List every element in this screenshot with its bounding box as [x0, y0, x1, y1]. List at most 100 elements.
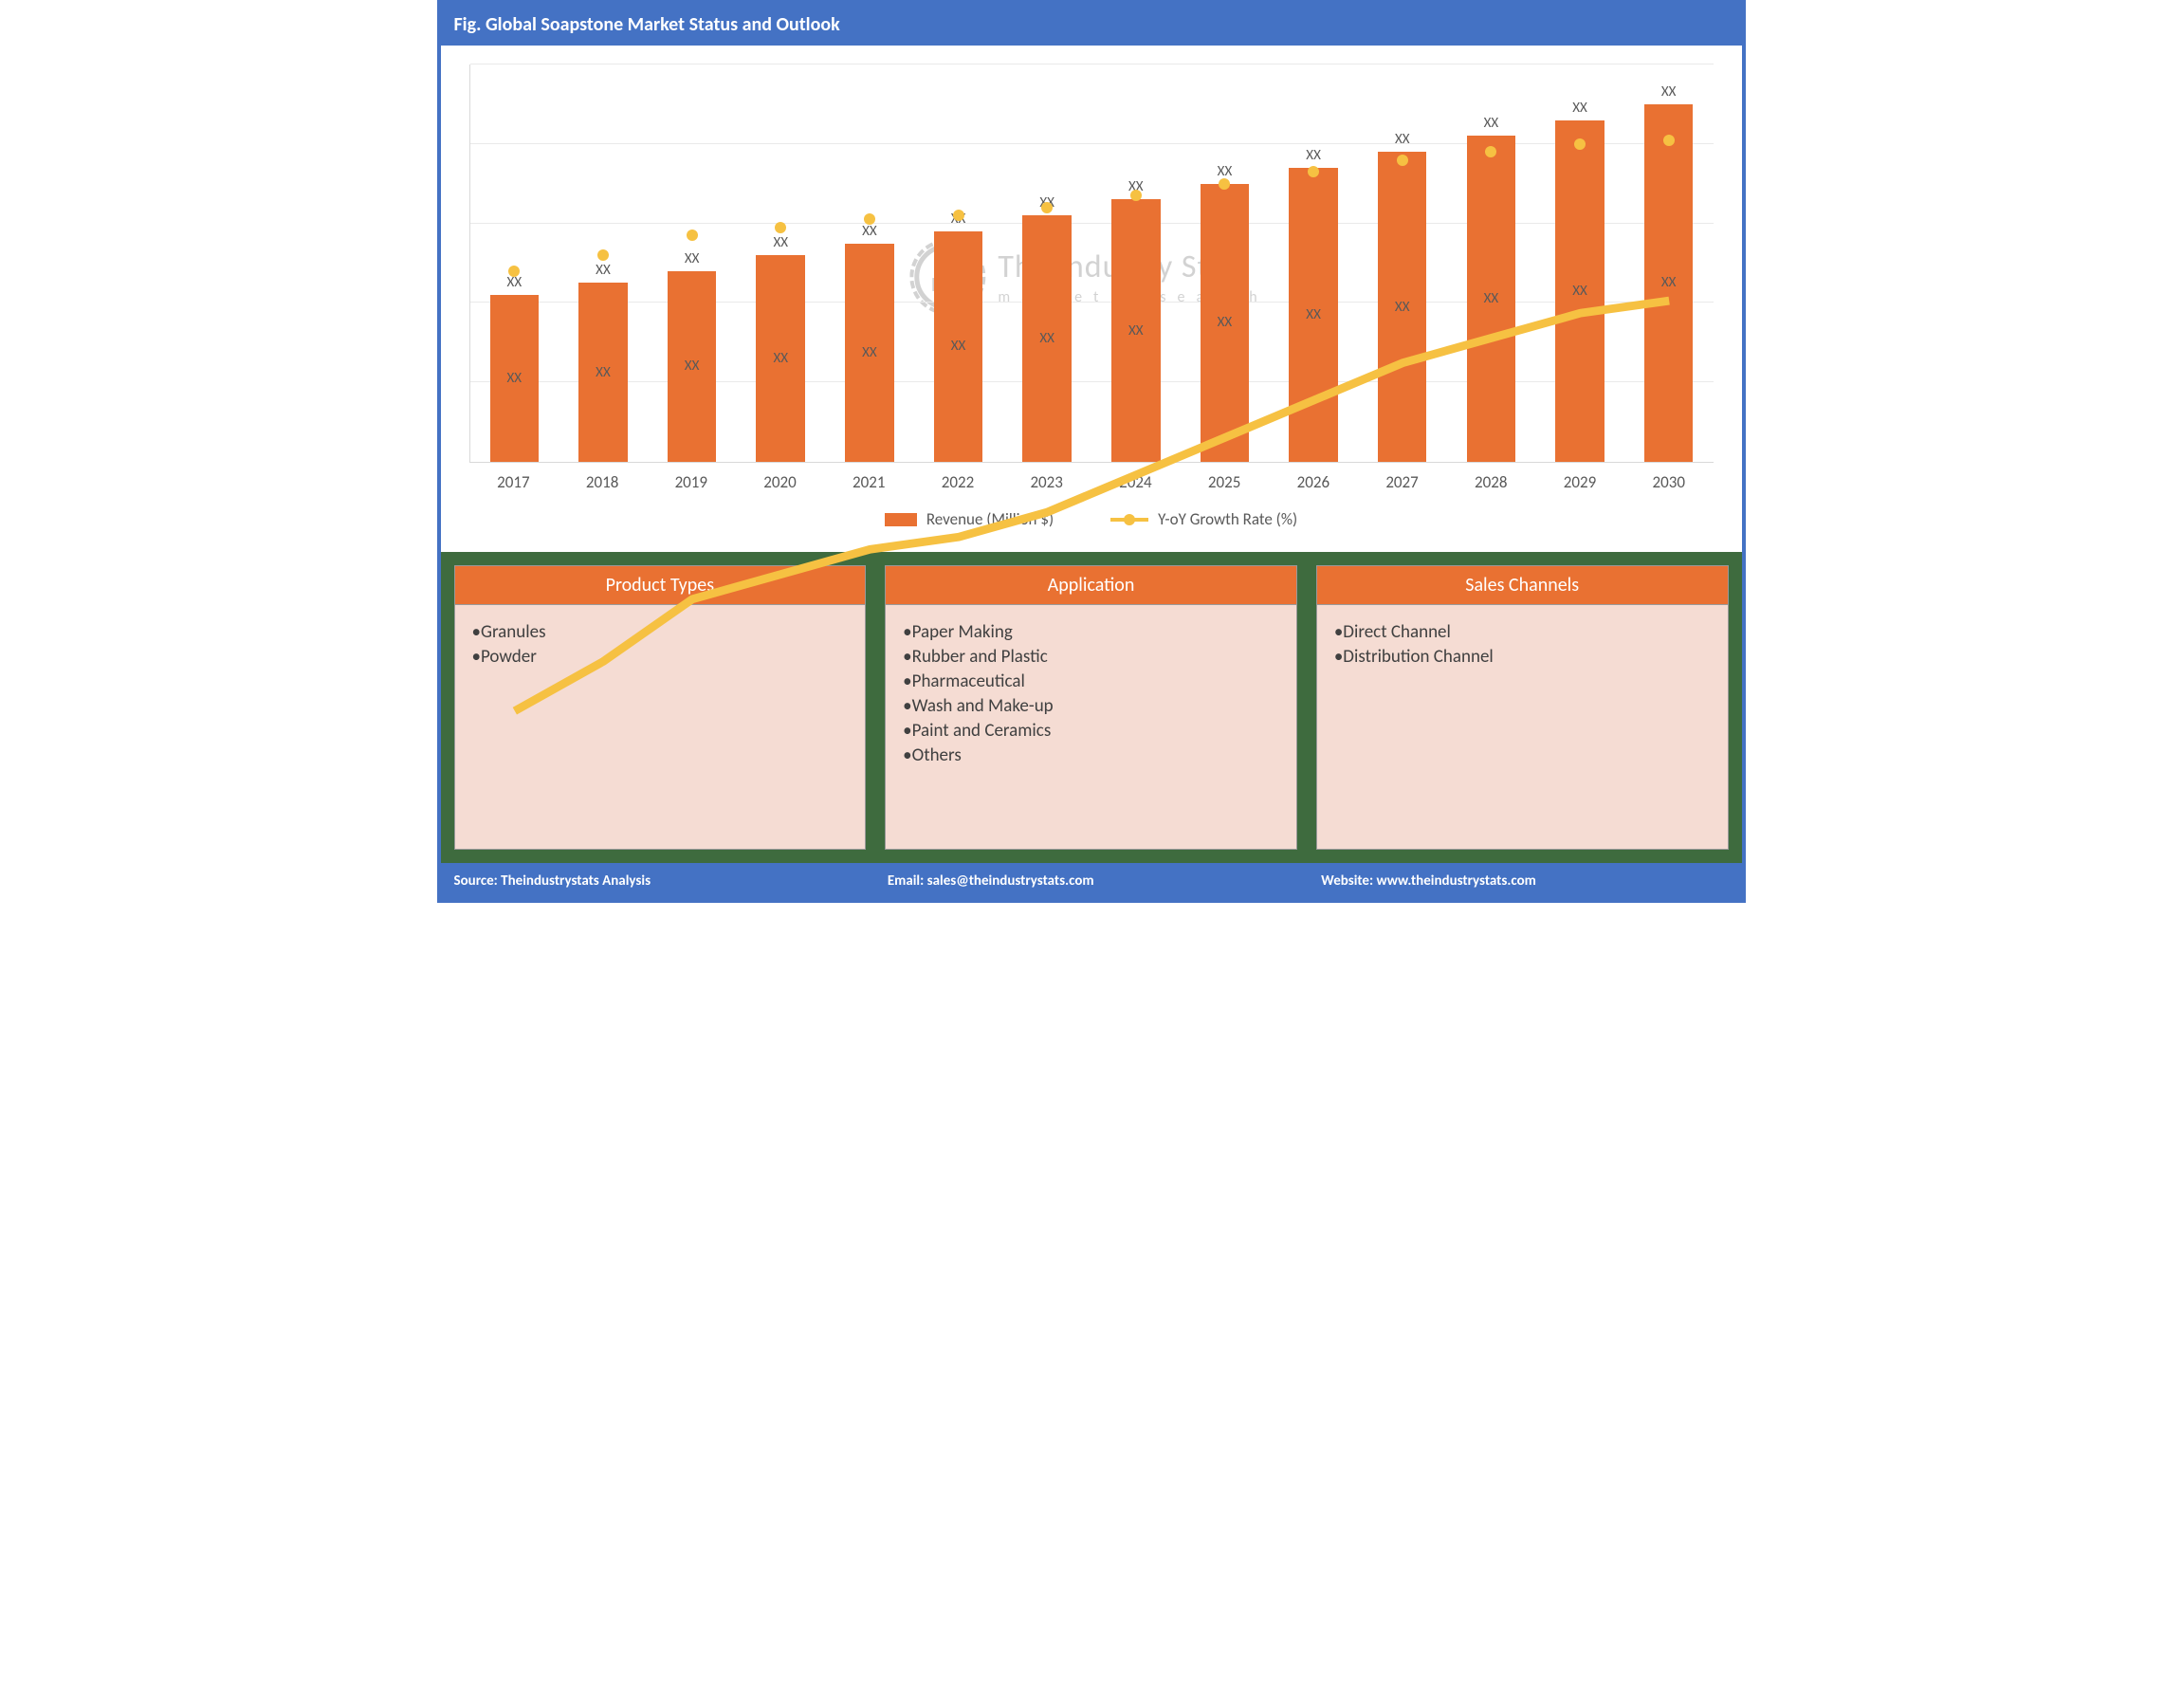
- card-list-item: •Powder: [472, 646, 849, 668]
- bar-value-label: XX: [1128, 322, 1144, 340]
- bar-value-label: XX: [1484, 290, 1499, 307]
- bar-top-label: XX: [951, 211, 966, 228]
- bar-slot: XX XX: [1091, 64, 1181, 462]
- bar-value-label: XX: [1218, 314, 1233, 331]
- x-axis-tick: 2017: [469, 472, 559, 492]
- bar: XX: [1022, 215, 1072, 462]
- footer-source: Source: Theindustrystats Analysis: [441, 863, 874, 899]
- card-body: •Paper Making•Rubber and Plastic•Pharmac…: [886, 605, 1296, 782]
- bar-top-label: XX: [1128, 178, 1144, 195]
- bar-top-label: XX: [507, 274, 523, 291]
- bar-slot: XX XX: [825, 64, 914, 462]
- x-axis-tick: 2025: [1180, 472, 1269, 492]
- bar-value-label: XX: [685, 358, 700, 375]
- bar-top-label: XX: [596, 262, 611, 279]
- x-axis-tick: 2020: [736, 472, 825, 492]
- bar-top-label: XX: [862, 223, 877, 240]
- bar: XX: [1378, 152, 1427, 462]
- bars-group: XXXXXXXXXXXXXXXXXXXXXXXXXXXXXXXXXXXXXXXX…: [470, 64, 1714, 462]
- bar: XX: [490, 295, 540, 462]
- x-axis-tick: 2026: [1269, 472, 1358, 492]
- x-axis-tick: 2022: [913, 472, 1002, 492]
- card-header: Application: [886, 566, 1296, 605]
- footer-email: Email: sales@theindustrystats.com: [874, 863, 1308, 899]
- card-list-item: •Rubber and Plastic: [903, 646, 1279, 668]
- bar-top-label: XX: [1218, 163, 1233, 180]
- bar-value-label: XX: [862, 344, 877, 361]
- x-axis-tick: 2024: [1091, 472, 1181, 492]
- bar-slot: XX XX: [648, 64, 737, 462]
- card-list-item: •Paper Making: [903, 621, 1279, 643]
- category-card: Product Types •Granules •Powder: [454, 565, 867, 850]
- figure-title: Fig. Global Soapstone Market Status and …: [441, 4, 1742, 46]
- bar-slot: XX XX: [1624, 64, 1714, 462]
- bar: XX: [1467, 136, 1516, 462]
- card-list-item: •Distribution Channel: [1334, 646, 1711, 668]
- figure-container: Fig. Global Soapstone Market Status and …: [437, 0, 1746, 903]
- bar-value-label: XX: [507, 370, 523, 387]
- card-header: Product Types: [455, 566, 866, 605]
- footer-bar: Source: Theindustrystats Analysis Email:…: [441, 863, 1742, 899]
- bar-value-label: XX: [773, 350, 788, 367]
- legend-bar-swatch: [885, 513, 917, 526]
- bar-slot: XX XX: [1269, 64, 1358, 462]
- bar-top-label: XX: [685, 250, 700, 267]
- bar-slot: XX XX: [1358, 64, 1447, 462]
- bar: XX: [668, 271, 717, 462]
- bar-slot: XX XX: [470, 64, 559, 462]
- bar: XX: [756, 255, 805, 462]
- bar-slot: XX XX: [736, 64, 825, 462]
- bar-top-label: XX: [1306, 147, 1321, 164]
- card-header: Sales Channels: [1317, 566, 1728, 605]
- bar: XX: [1111, 199, 1161, 462]
- bar-top-label: XX: [1039, 194, 1054, 211]
- x-axis-tick: 2028: [1446, 472, 1535, 492]
- bar-top-label: XX: [1484, 115, 1499, 132]
- card-list-item: •Others: [903, 744, 1279, 766]
- chart-plot-area: The Industry Stats market research XXXXX…: [469, 64, 1714, 463]
- x-axis-tick: 2029: [1535, 472, 1624, 492]
- bar-value-label: XX: [1661, 274, 1677, 291]
- bar: XX: [1555, 120, 1604, 462]
- bar-value-label: XX: [1395, 299, 1410, 316]
- x-axis-tick: 2019: [647, 472, 736, 492]
- x-axis-tick: 2023: [1002, 472, 1091, 492]
- legend-item-revenue: Revenue (Million $): [885, 509, 1054, 529]
- bar-slot: XX XX: [914, 64, 1003, 462]
- bar-slot: XX XX: [1535, 64, 1624, 462]
- category-cards-row: Product Types •Granules •Powder Application…: [441, 552, 1742, 863]
- bar-slot: XX XX: [1447, 64, 1536, 462]
- chart-panel: The Industry Stats market research XXXXX…: [441, 46, 1742, 552]
- legend-bar-label: Revenue (Million $): [926, 509, 1054, 529]
- bar-top-label: XX: [1395, 131, 1410, 148]
- bar-value-label: XX: [1306, 306, 1321, 323]
- bar: XX: [845, 244, 894, 462]
- x-axis-tick: 2018: [558, 472, 647, 492]
- card-body: •Granules •Powder: [455, 605, 866, 684]
- chart-x-axis: 2017201820192020202120222023202420252026…: [469, 472, 1714, 492]
- bar-value-label: XX: [1572, 283, 1587, 300]
- card-list-item: •Wash and Make-up: [903, 695, 1279, 717]
- x-axis-tick: 2021: [824, 472, 913, 492]
- legend-item-growth: Y-oY Growth Rate (%): [1110, 509, 1297, 529]
- bar: XX: [1644, 104, 1694, 462]
- x-axis-tick: 2030: [1624, 472, 1714, 492]
- bar: XX: [934, 231, 983, 462]
- card-list-item: •Granules: [472, 621, 849, 643]
- bar-value-label: XX: [596, 364, 611, 381]
- bar-value-label: XX: [1039, 330, 1054, 347]
- category-card: Application •Paper Making •Rubber and Plas…: [885, 565, 1297, 850]
- bar: XX: [1201, 184, 1250, 462]
- card-list-item: •Direct Channel: [1334, 621, 1711, 643]
- card-body: •Direct Channel •Distribution Channel: [1317, 605, 1728, 684]
- category-card: Sales Channels •Direct Channel •Distributi…: [1316, 565, 1729, 850]
- bar: XX: [578, 283, 628, 462]
- bar-value-label: XX: [951, 338, 966, 355]
- bar-top-label: XX: [773, 234, 788, 251]
- bar-top-label: XX: [1572, 100, 1587, 117]
- footer-website: Website: www.theindustrystats.com: [1308, 863, 1741, 899]
- chart-legend: Revenue (Million $) Y-oY Growth Rate (%): [469, 492, 1714, 542]
- legend-line-swatch: [1110, 518, 1148, 522]
- card-list-item: •Paint and Ceramics: [903, 720, 1279, 742]
- bar-top-label: XX: [1661, 83, 1677, 101]
